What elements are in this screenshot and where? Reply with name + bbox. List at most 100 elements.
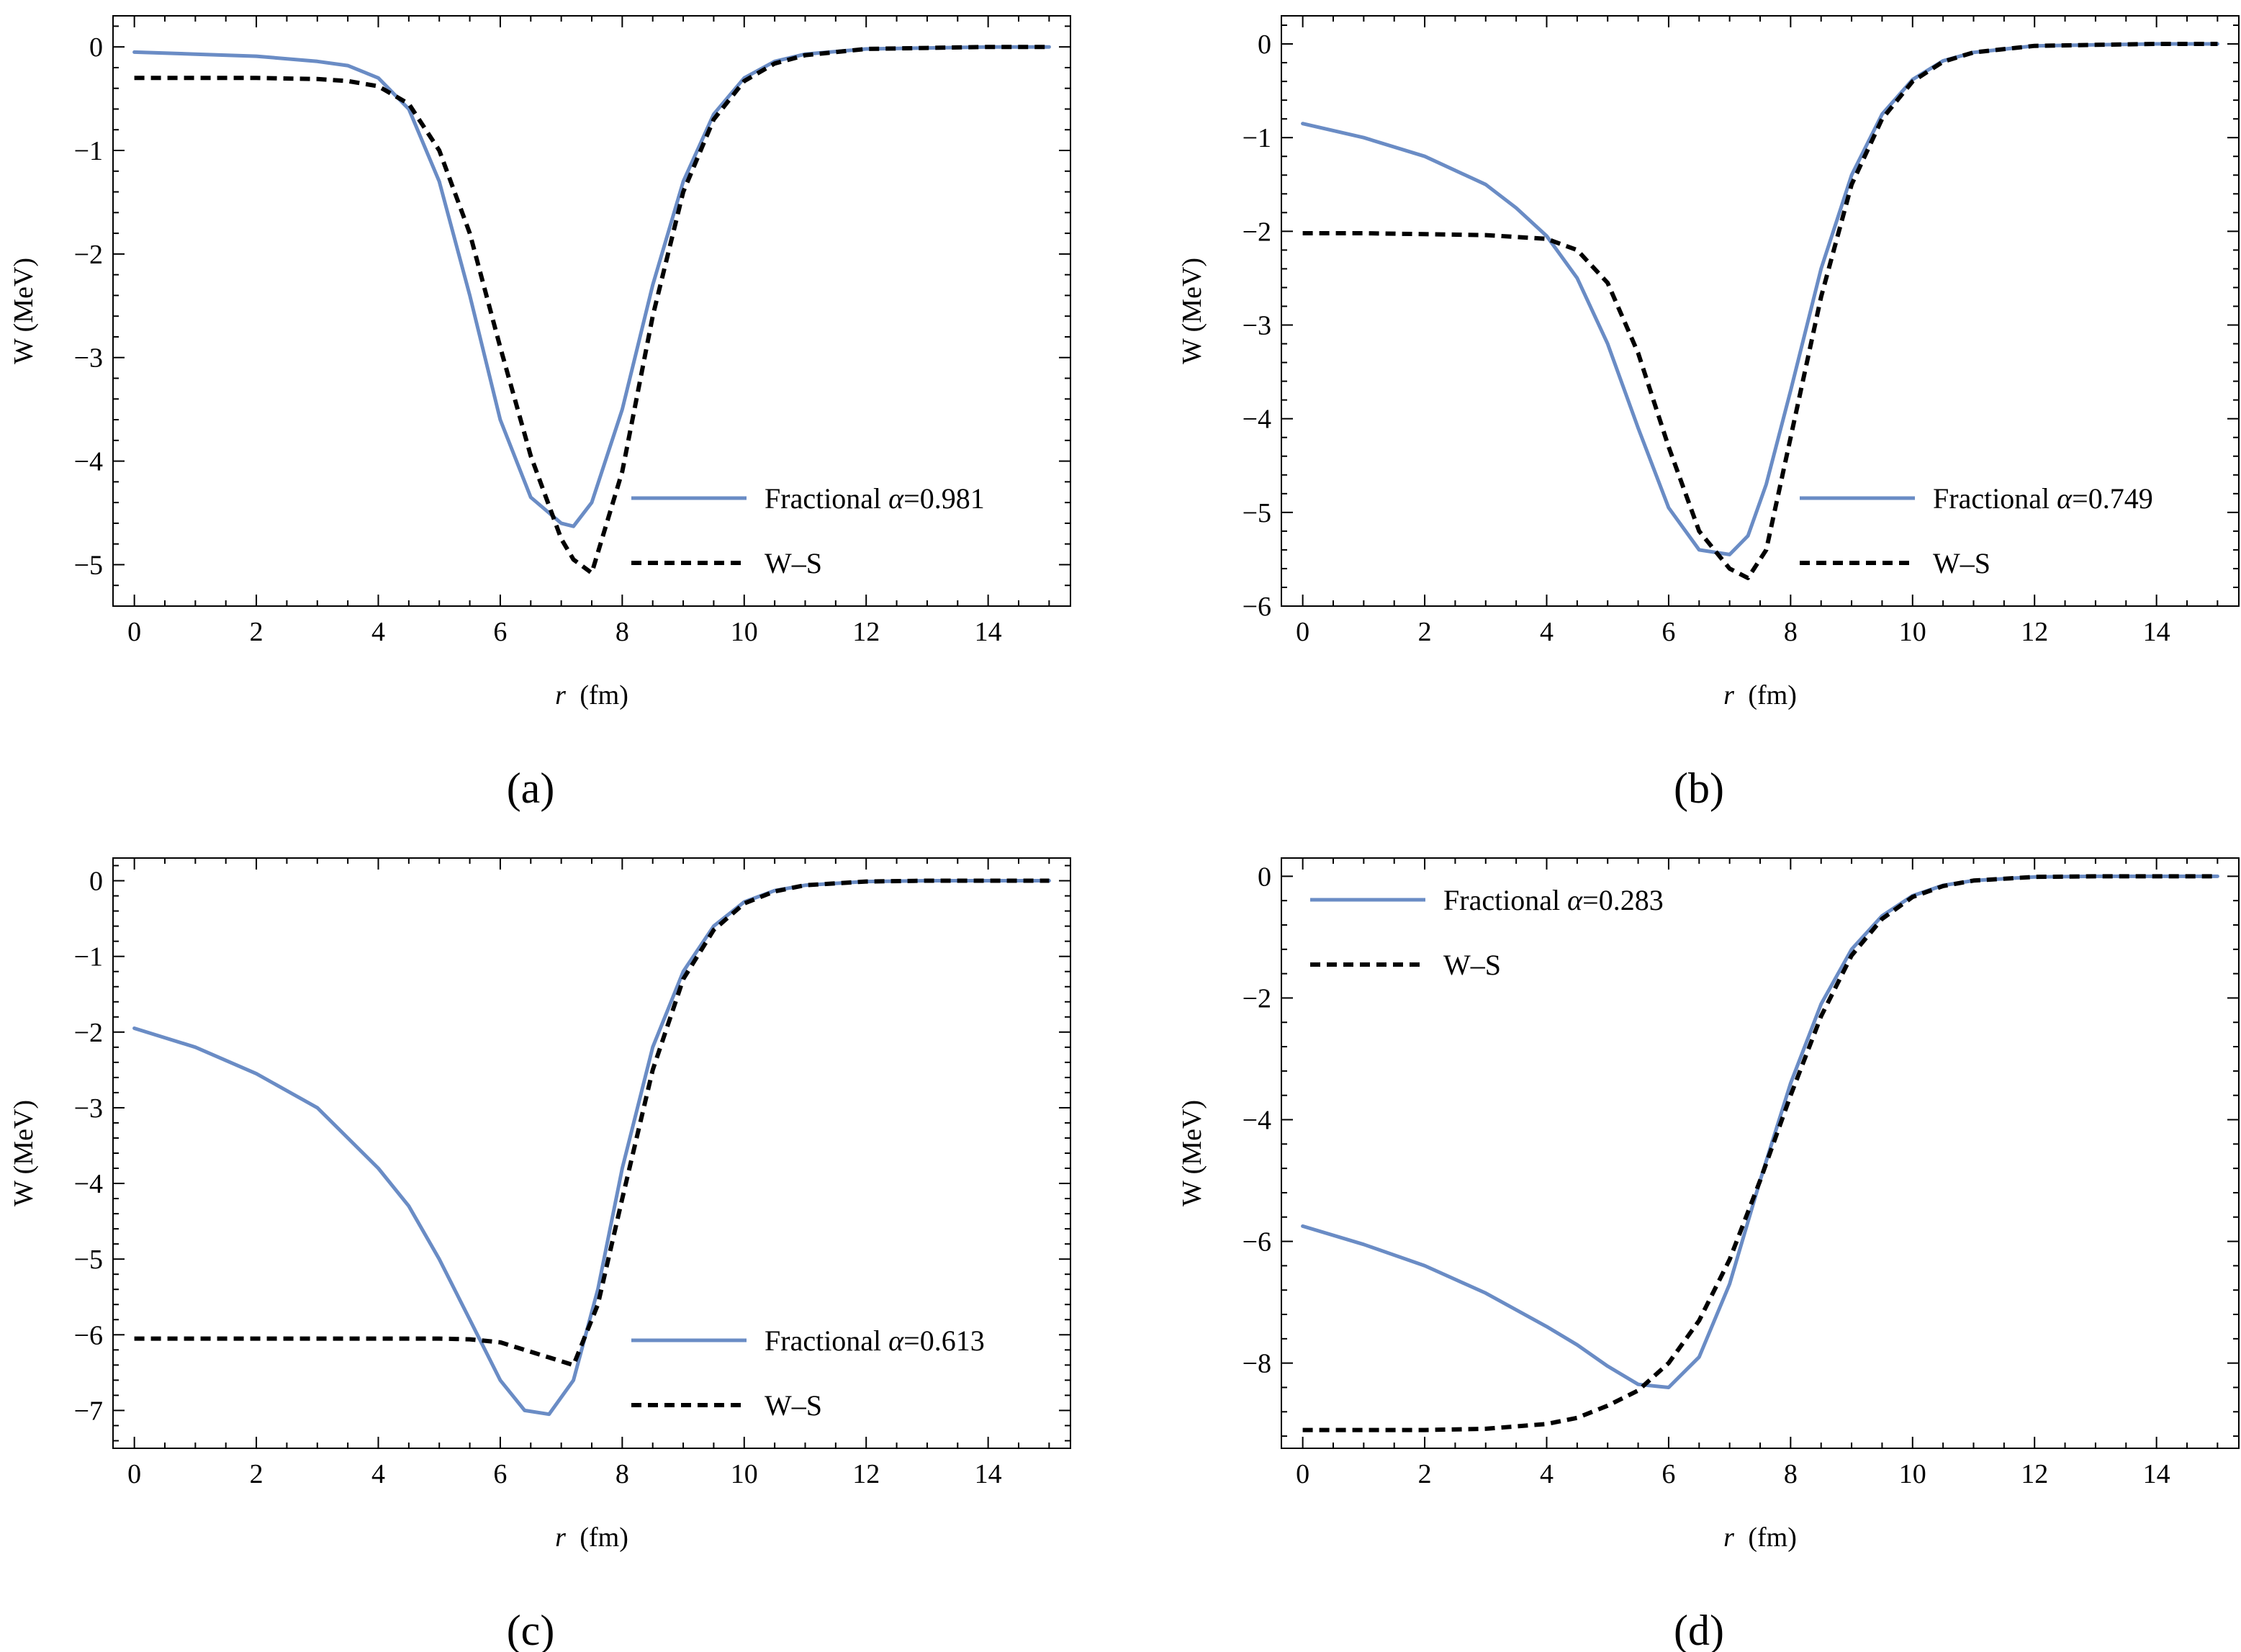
panel-label-a: (a) [507,764,555,812]
legend-fractional-label: Fractional α=0.283 [1443,884,1664,916]
legend-fractional-label: Fractional α=0.749 [1933,482,2153,515]
y-tick-label: −2 [74,240,103,270]
legend-alpha-value: 0.613 [920,1324,985,1357]
legend-alpha-value: 0.981 [920,482,985,515]
y-tick-label: −2 [1243,217,1271,247]
legend-alpha-eq: = [903,1324,920,1357]
x-tick-label: 12 [2021,1459,2048,1489]
y-tick-label: −1 [1243,123,1271,153]
x-axis-title-a: r (fm) [555,680,628,710]
y-axis-title-b: W (MeV) [1177,258,1207,364]
x-axis-unit-b: (fm) [1748,680,1797,710]
series-fractional-line [132,45,1051,528]
y-tick-label: −6 [1243,1227,1271,1258]
legend-alpha-value: 0.283 [1599,884,1664,916]
plot-frame-d [1281,857,2240,1449]
x-tick-label: 14 [975,617,1002,647]
x-tick-label: 0 [127,617,141,647]
x-tick-label: 2 [250,617,263,647]
x-axis-var-d: r [1723,1522,1734,1553]
x-axis-var-b: r [1723,680,1734,710]
x-tick-label: 8 [1784,617,1798,647]
x-axis-unit-a: (fm) [580,680,628,710]
x-tick-label: 10 [1899,617,1926,647]
legend-alpha-value: 0.749 [2088,482,2153,515]
y-tick-label: −2 [1243,983,1271,1014]
x-tick-label: 10 [731,617,758,647]
legend-alpha-symbol: α [888,482,904,515]
y-tick-label: −7 [74,1396,103,1426]
y-tick-label: −1 [74,136,103,166]
y-tick-label: −5 [74,1245,103,1275]
legend-fractional-label: Fractional α=0.613 [765,1324,985,1357]
series-ws-line [1302,42,2218,580]
y-tick-label: −4 [74,1169,103,1199]
y-axis-title-c: W (MeV) [9,1100,39,1206]
x-tick-label: 4 [371,617,385,647]
y-tick-label: 0 [89,867,103,897]
series-ws-line [1302,874,2218,1432]
y-axis-title-d: W (MeV) [1177,1100,1207,1206]
legend-alpha-eq: = [1582,884,1599,916]
legend-c: Fractional α=0.613 W–S [631,1324,985,1422]
x-axis-title-c: r (fm) [555,1522,628,1553]
y-tick-label: 0 [1258,30,1271,60]
x-tick-label: 4 [1540,1459,1554,1489]
x-axis-var-c: r [555,1522,566,1553]
y-tick-label: 0 [1258,862,1271,892]
x-tick-label: 0 [1296,617,1309,647]
x-tick-label: 6 [493,617,507,647]
panel-label-d: (d) [1674,1607,1724,1652]
x-axis-unit-c: (fm) [580,1522,628,1553]
panel-a: W (MeV) r (fm) (a) Fractional α=0.981W–S … [9,15,1071,812]
y-tick-label: −4 [74,447,103,477]
x-tick-label: 4 [1540,617,1554,647]
grid-marks-a [113,16,1070,607]
legend-b: Fractional α=0.749 W–S [1800,482,2153,579]
x-tick-label: 8 [1784,1459,1798,1489]
y-axis-title-a: W (MeV) [9,258,39,364]
series-ws-line [134,878,1050,1368]
series-fractional-line [1301,874,2219,1389]
legend-fractional-prefix: Fractional [1443,884,1560,916]
y-tick-label: −3 [74,343,103,374]
x-axis-title-d: r (fm) [1723,1522,1797,1553]
y-tick-label: −6 [74,1320,103,1350]
y-tick-label: 0 [89,32,103,63]
x-tick-label: 2 [1418,617,1432,647]
plot-frame-a [112,15,1071,607]
y-tick-label: −6 [1243,592,1271,622]
grid-marks-d [1281,858,2239,1448]
legend-fractional-prefix: Fractional [1933,482,2050,515]
plot-frame-b [1281,15,2240,607]
x-tick-label: 6 [1661,617,1675,647]
x-tick-label: 12 [2021,617,2048,647]
legend-fractional-prefix: Fractional [765,482,881,515]
legend-ws-label: W–S [765,547,822,579]
panel-label-c: (c) [507,1607,555,1652]
grid-marks-c [113,858,1070,1448]
legend-alpha-symbol: α [1567,884,1583,916]
x-tick-label: 0 [127,1459,141,1489]
legend-ws-label: W–S [1933,547,1990,579]
x-tick-label: 10 [731,1459,758,1489]
plot-frame-c [112,857,1071,1449]
x-tick-label: 6 [493,1459,507,1489]
x-axis-var-a: r [555,680,566,710]
series-ws-line [134,45,1050,575]
x-tick-label: 2 [250,1459,263,1489]
y-tick-label: −8 [1243,1349,1271,1379]
x-tick-label: 4 [371,1459,385,1489]
legend-alpha-eq: = [2072,482,2088,515]
x-tick-label: 8 [616,1459,629,1489]
legend-ws-label: W–S [1443,949,1501,981]
panel-d: W (MeV) r (fm) (d) Fractional α=0.283W–S … [1177,857,2240,1652]
x-tick-label: 0 [1296,1459,1309,1489]
y-tick-label: −4 [1243,405,1271,435]
y-tick-label: −5 [74,550,103,580]
panel-c: W (MeV) r (fm) (c) Fractional α=0.613W–S … [9,857,1071,1652]
x-tick-label: 10 [1899,1459,1926,1489]
x-tick-label: 6 [1661,1459,1675,1489]
y-tick-label: −3 [74,1093,103,1124]
